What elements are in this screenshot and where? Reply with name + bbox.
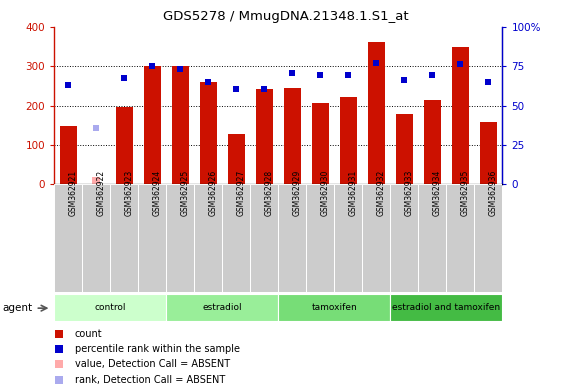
Bar (475, 184, 502, 292)
Bar (138, 184, 166, 292)
Text: GSM362921: GSM362921 (69, 170, 77, 216)
Text: estradiol and tamoxifen: estradiol and tamoxifen (392, 303, 501, 312)
Bar (228, 134, 245, 184)
Text: count: count (75, 329, 102, 339)
Bar (256, 89, 273, 184)
Bar (447, 184, 475, 292)
Bar (396, 114, 413, 184)
Text: GSM362926: GSM362926 (208, 170, 218, 216)
Bar (116, 107, 132, 184)
Text: GSM362929: GSM362929 (292, 170, 301, 216)
Bar (279, 184, 307, 292)
Bar (222, 184, 250, 292)
Bar (194, 184, 222, 292)
Bar (166, 184, 194, 292)
Text: GSM362927: GSM362927 (236, 170, 246, 216)
Bar (284, 88, 301, 184)
Bar (368, 42, 385, 184)
Text: GSM362931: GSM362931 (348, 170, 357, 216)
Bar (54, 184, 82, 292)
Bar (92, 177, 100, 184)
Bar (60, 126, 77, 184)
Text: GDS5278 / MmugDNA.21348.1.S1_at: GDS5278 / MmugDNA.21348.1.S1_at (163, 10, 408, 23)
Bar (144, 66, 160, 184)
Text: value, Detection Call = ABSENT: value, Detection Call = ABSENT (75, 359, 230, 369)
Bar (54, 294, 166, 321)
Bar (480, 122, 497, 184)
Text: GSM362932: GSM362932 (376, 170, 385, 216)
Text: GSM362936: GSM362936 (488, 170, 497, 216)
Bar (363, 184, 391, 292)
Bar (307, 184, 335, 292)
Text: GSM362933: GSM362933 (404, 170, 413, 216)
Bar (391, 184, 419, 292)
Bar (110, 184, 138, 292)
Text: GSM362925: GSM362925 (180, 170, 190, 216)
Text: GSM362922: GSM362922 (96, 170, 105, 216)
Text: GSM362930: GSM362930 (320, 170, 329, 216)
Bar (312, 103, 329, 184)
Bar (200, 82, 217, 184)
Text: control: control (95, 303, 126, 312)
Text: GSM362934: GSM362934 (432, 170, 441, 216)
Bar (279, 294, 391, 321)
Bar (250, 184, 279, 292)
Text: GSM362935: GSM362935 (460, 170, 469, 216)
Bar (419, 184, 447, 292)
Text: tamoxifen: tamoxifen (312, 303, 357, 312)
Text: agent: agent (3, 303, 33, 313)
Bar (82, 184, 110, 292)
Bar (391, 294, 502, 321)
Bar (452, 46, 469, 184)
Text: GSM362928: GSM362928 (264, 170, 274, 216)
Text: rank, Detection Call = ABSENT: rank, Detection Call = ABSENT (75, 375, 225, 384)
Bar (172, 66, 188, 184)
Bar (335, 184, 363, 292)
Text: GSM362924: GSM362924 (152, 170, 161, 216)
Text: estradiol: estradiol (203, 303, 242, 312)
Text: percentile rank within the sample: percentile rank within the sample (75, 344, 240, 354)
Bar (166, 294, 279, 321)
Bar (424, 100, 441, 184)
Bar (340, 97, 357, 184)
Text: GSM362923: GSM362923 (124, 170, 133, 216)
